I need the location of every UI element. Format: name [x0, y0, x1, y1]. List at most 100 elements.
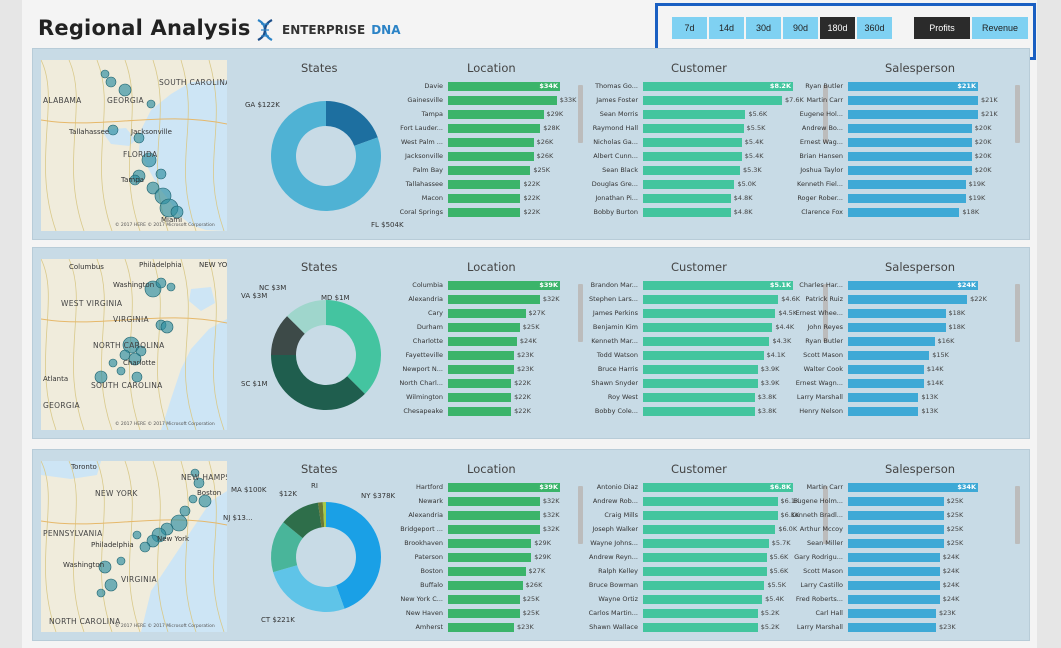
- location-bar-row[interactable]: Jacksonville $26K: [405, 149, 576, 163]
- location-bar[interactable]: [448, 308, 526, 318]
- location-bar[interactable]: [448, 137, 534, 147]
- location-bar-row[interactable]: Tampa $29K: [422, 107, 576, 121]
- customer-bar[interactable]: [643, 336, 770, 346]
- location-bar-row[interactable]: Bridgeport ... $32K: [400, 522, 560, 536]
- period-slicer-option-180d[interactable]: 180d: [820, 17, 855, 39]
- period-slicer-option-360d[interactable]: 360d: [857, 17, 892, 39]
- location-bar-row[interactable]: North Charl... $22K: [399, 376, 560, 390]
- salesperson-bar-row[interactable]: Larry Castillo $24K: [800, 578, 978, 592]
- salesperson-bar[interactable]: [848, 95, 978, 105]
- donut-slice[interactable]: [271, 316, 305, 355]
- customer-bar[interactable]: [643, 165, 740, 175]
- location-bar-row[interactable]: Coral Springs $22K: [400, 205, 576, 219]
- map-bubble[interactable]: [105, 76, 117, 88]
- location-bar[interactable]: [448, 179, 521, 189]
- customer-bar[interactable]: [643, 392, 755, 402]
- location-bar-row[interactable]: Paterson $29K: [415, 550, 560, 564]
- salesperson-bar[interactable]: [848, 123, 972, 133]
- customer-bar[interactable]: [643, 109, 746, 119]
- map-bubble[interactable]: [98, 560, 112, 574]
- location-bar-row[interactable]: Newport N... $23K: [402, 362, 560, 376]
- map-bubble[interactable]: [198, 494, 212, 508]
- period-slicer-option-30d[interactable]: 30d: [746, 17, 781, 39]
- map-bubble[interactable]: [179, 505, 191, 517]
- donut-slice[interactable]: [271, 101, 381, 212]
- location-bar-row[interactable]: Gainesville $33K: [407, 93, 576, 107]
- customer-bar[interactable]: [643, 294, 779, 304]
- customer-bar-row[interactable]: James Foster $7.6K: [596, 93, 804, 107]
- customer-bar-row[interactable]: Andrew Reyn... $5.6K: [589, 550, 799, 564]
- map-bubble[interactable]: [135, 345, 147, 357]
- salesperson-bar-row[interactable]: Ryan Butler $21K: [805, 79, 998, 93]
- customer-bar-row[interactable]: Thomas Go... $8.2K: [595, 79, 804, 93]
- customer-bar[interactable]: [643, 594, 763, 604]
- salesperson-bar[interactable]: [848, 322, 946, 332]
- location-bar[interactable]: [448, 594, 520, 604]
- customer-bar-row[interactable]: Wayne Johns... $5.7K: [590, 536, 799, 550]
- customer-bar-row[interactable]: Jonathan Pi... $4.8K: [595, 191, 804, 205]
- salesperson-bar[interactable]: [848, 622, 936, 632]
- map-bubble[interactable]: [188, 494, 198, 504]
- salesperson-bar-row[interactable]: Brian Hansen $20K: [799, 149, 998, 163]
- customer-bar[interactable]: $8.2K: [643, 81, 793, 91]
- customer-bar-row[interactable]: Wayne Ortiz $5.4K: [598, 592, 799, 606]
- map-bubble[interactable]: [155, 277, 167, 289]
- salesperson-bar[interactable]: [848, 207, 960, 217]
- map-bubble[interactable]: [132, 530, 142, 540]
- location-bar[interactable]: $39K: [448, 280, 560, 290]
- salesperson-bar-row[interactable]: Larry Marshall $23K: [797, 620, 978, 634]
- salesperson-bar[interactable]: [848, 496, 944, 506]
- customer-bar-row[interactable]: Todd Watson $4.1K: [597, 348, 800, 362]
- salesperson-bar[interactable]: [848, 552, 940, 562]
- salesperson-bar[interactable]: [848, 109, 978, 119]
- location-bar[interactable]: [448, 109, 544, 119]
- customer-bar[interactable]: [643, 608, 758, 618]
- map-bubble[interactable]: [160, 320, 174, 334]
- salesperson-bar[interactable]: $21K: [848, 81, 978, 91]
- salesperson-bar[interactable]: [848, 580, 940, 590]
- salesperson-bar-row[interactable]: Ernest Whee... $18K: [795, 306, 987, 320]
- map-bubble[interactable]: [139, 541, 151, 553]
- map-bubble[interactable]: [122, 336, 140, 354]
- region-map[interactable]: Columbus Philadelphia NEW YOR Washington WES…: [41, 259, 227, 430]
- salesperson-bar-row[interactable]: Sean Miller $25K: [807, 536, 978, 550]
- map-bubble[interactable]: [146, 534, 160, 548]
- location-bar-row[interactable]: Alexandria $32K: [408, 508, 560, 522]
- location-bar-row[interactable]: Tallahassee $22K: [406, 177, 576, 191]
- customer-bar-row[interactable]: Shawn Wallace $5.2K: [589, 620, 799, 634]
- salesperson-bar-row[interactable]: Kenneth Fiel... $19K: [797, 177, 998, 191]
- location-scrollbar[interactable]: [578, 486, 583, 544]
- salesperson-bar-row[interactable]: Martin Carr $21K: [806, 93, 998, 107]
- salesperson-bar-row[interactable]: Kenneth Bradl... $25K: [791, 508, 978, 522]
- states-donut-chart[interactable]: GA $122K FL $504K: [245, 81, 404, 231]
- customer-bar-row[interactable]: James Perkins $4.5K: [593, 306, 800, 320]
- donut-slice[interactable]: [317, 502, 325, 528]
- salesperson-bar-row[interactable]: Patrick Ruiz $22K: [805, 292, 987, 306]
- customer-bar-row[interactable]: Ralph Kelley $5.6K: [598, 564, 799, 578]
- customer-bar-row[interactable]: Raymond Hall $5.5K: [593, 121, 804, 135]
- location-bar-row[interactable]: Columbia $39K: [412, 278, 560, 292]
- customer-bar[interactable]: [643, 322, 773, 332]
- location-bar[interactable]: [448, 552, 532, 562]
- location-bar[interactable]: [448, 524, 540, 534]
- location-bar-row[interactable]: Newark $32K: [418, 494, 560, 508]
- salesperson-bar[interactable]: [848, 308, 946, 318]
- salesperson-bar[interactable]: [848, 406, 919, 416]
- salesperson-bar-row[interactable]: Scott Mason $15K: [803, 348, 987, 362]
- map-bubble[interactable]: [116, 556, 126, 566]
- donut-slice[interactable]: [326, 101, 378, 146]
- salesperson-bar-row[interactable]: Andrew Bo... $20K: [802, 121, 998, 135]
- period-slicer-option-90d[interactable]: 90d: [783, 17, 818, 39]
- map-bubble[interactable]: [155, 168, 167, 180]
- location-bar[interactable]: [448, 392, 512, 402]
- customer-bar[interactable]: [643, 308, 776, 318]
- location-bar[interactable]: [448, 538, 532, 548]
- customer-scrollbar[interactable]: [823, 85, 828, 143]
- location-bar[interactable]: [448, 406, 512, 416]
- location-bar[interactable]: $39K: [448, 482, 560, 492]
- map-bubble[interactable]: [166, 282, 176, 292]
- salesperson-bar[interactable]: $24K: [848, 280, 978, 290]
- salesperson-bar-row[interactable]: Henry Nelson $13K: [799, 404, 987, 418]
- map-bubble[interactable]: [190, 468, 200, 478]
- customer-bar-row[interactable]: Benjamin Kim $4.4K: [593, 320, 800, 334]
